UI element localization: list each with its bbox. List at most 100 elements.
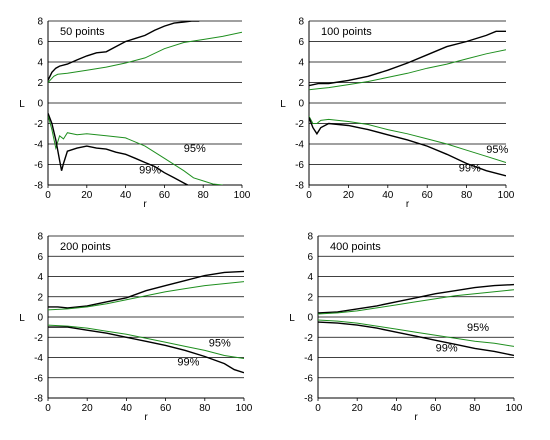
- y-tick-label: 8: [37, 232, 43, 243]
- series-line-4: [48, 113, 189, 185]
- y-tick-label: 0: [298, 99, 304, 110]
- confidence-label: 99%: [436, 342, 458, 354]
- series-line-3: [309, 116, 506, 163]
- y-tick-label: 2: [37, 78, 43, 89]
- y-tick-label: 8: [298, 17, 304, 28]
- x-tick-label: 20: [343, 190, 355, 201]
- y-tick-label: -2: [34, 119, 43, 130]
- x-axis-label: r: [414, 412, 418, 423]
- x-tick-label: 80: [461, 190, 473, 201]
- y-tick-label: 4: [37, 272, 43, 283]
- y-tick-label: 8: [37, 17, 43, 28]
- series-line-2: [309, 49, 506, 91]
- y-tick-label: -4: [295, 140, 304, 151]
- y-tick-label: -8: [304, 394, 313, 405]
- series-line-2: [318, 289, 514, 315]
- y-tick-label: 4: [298, 58, 304, 69]
- x-tick-label: 80: [198, 190, 210, 201]
- panel-title: 400 points: [330, 241, 381, 253]
- series-line-3: [48, 115, 223, 185]
- y-tick-label: 2: [37, 292, 43, 303]
- confidence-label: 95%: [209, 337, 231, 349]
- y-tick-label: -8: [34, 394, 43, 405]
- x-axis-label: r: [406, 199, 410, 210]
- series-line-1: [309, 30, 506, 87]
- x-tick-label: 0: [45, 403, 51, 414]
- confidence-label: 95%: [184, 143, 206, 155]
- y-tick-label: 6: [307, 252, 313, 263]
- y-tick-label: -6: [304, 373, 313, 384]
- y-tick-label: -4: [34, 140, 43, 151]
- series-line-1: [48, 21, 200, 81]
- x-tick-label: 20: [82, 403, 94, 414]
- y-axis-label: L: [19, 99, 25, 110]
- x-tick-label: 60: [422, 190, 434, 201]
- y-tick-label: 0: [307, 313, 313, 324]
- confidence-label: 95%: [467, 322, 489, 334]
- series-line-3: [48, 324, 244, 359]
- y-tick-label: -6: [34, 160, 43, 171]
- series-line-1: [48, 270, 244, 309]
- y-tick-label: -2: [34, 333, 43, 344]
- y-tick-label: -6: [34, 373, 43, 384]
- y-tick-label: -4: [304, 353, 313, 364]
- x-tick-label: 60: [160, 403, 172, 414]
- x-tick-label: 80: [199, 403, 211, 414]
- x-tick-label: 20: [352, 403, 364, 414]
- y-tick-label: 0: [37, 313, 43, 324]
- x-tick-label: 100: [506, 403, 523, 414]
- x-tick-label: 60: [430, 403, 442, 414]
- y-tick-label: 4: [37, 58, 43, 69]
- y-tick-label: -8: [295, 181, 304, 192]
- y-axis-label: L: [289, 313, 295, 324]
- x-tick-label: 100: [236, 403, 253, 414]
- x-tick-label: 100: [234, 190, 251, 201]
- x-tick-label: 40: [391, 403, 403, 414]
- series-line-1: [318, 283, 514, 314]
- y-tick-label: 6: [298, 37, 304, 48]
- confidence-label: 95%: [486, 144, 508, 156]
- confidence-label: 99%: [459, 163, 481, 175]
- y-tick-label: 2: [307, 292, 313, 303]
- y-tick-label: 8: [307, 232, 313, 243]
- y-tick-label: -2: [304, 333, 313, 344]
- y-tick-label: -6: [295, 160, 304, 171]
- y-axis-label: L: [19, 313, 25, 324]
- panel-title: 50 points: [60, 26, 105, 38]
- x-axis-label: r: [143, 199, 147, 210]
- y-tick-label: 2: [298, 78, 304, 89]
- series-line-2: [48, 281, 244, 311]
- series-line-4: [309, 117, 506, 177]
- confidence-label: 99%: [177, 357, 199, 369]
- y-axis-label: L: [280, 99, 286, 110]
- x-tick-label: 40: [120, 190, 132, 201]
- x-tick-label: 0: [45, 190, 51, 201]
- x-tick-label: 80: [469, 403, 481, 414]
- y-tick-label: -4: [34, 353, 43, 364]
- series-line-4: [318, 321, 514, 357]
- y-tick-label: 6: [37, 37, 43, 48]
- y-tick-label: -2: [295, 119, 304, 130]
- x-tick-label: 20: [81, 190, 93, 201]
- x-axis-label: r: [144, 412, 148, 423]
- series-line-4: [48, 326, 244, 374]
- series-line-3: [318, 319, 514, 347]
- x-tick-label: 60: [159, 190, 171, 201]
- y-tick-label: 6: [37, 252, 43, 263]
- x-tick-label: 0: [306, 190, 312, 201]
- x-tick-label: 100: [498, 190, 515, 201]
- panel-title: 100 points: [321, 26, 372, 38]
- x-tick-label: 40: [382, 190, 394, 201]
- series-line-2: [48, 31, 242, 83]
- panel-title: 200 points: [60, 241, 111, 253]
- confidence-label: 99%: [139, 165, 161, 177]
- y-tick-label: 0: [37, 99, 43, 110]
- y-tick-label: -8: [34, 181, 43, 192]
- x-tick-label: 0: [315, 403, 321, 414]
- x-tick-label: 40: [121, 403, 133, 414]
